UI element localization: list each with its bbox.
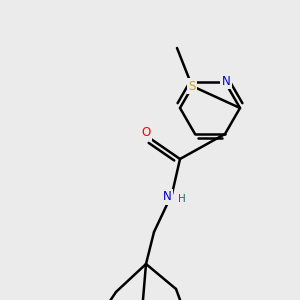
Text: N: N [222,74,230,88]
Text: S: S [188,80,196,92]
Text: O: O [141,127,151,140]
Text: N: N [163,190,171,203]
Text: H: H [178,194,186,204]
